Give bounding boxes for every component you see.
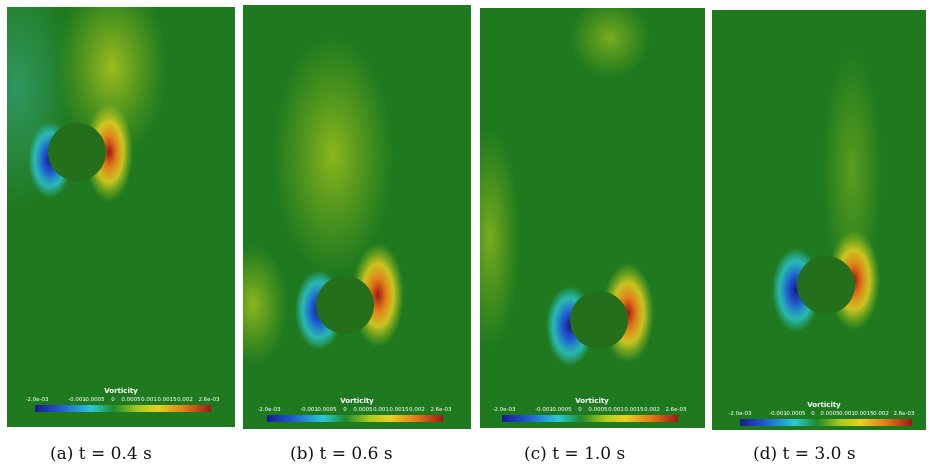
colorbar-tick: -0.0005 bbox=[550, 407, 572, 413]
colorbar-tick: 0.0015 bbox=[854, 411, 874, 417]
colorbar-title: Vorticity bbox=[104, 387, 138, 395]
cylinder bbox=[48, 123, 106, 181]
colorbar-tick: -0.0005 bbox=[315, 407, 337, 413]
colorbar-title: Vorticity bbox=[340, 397, 374, 405]
colorbar-tick: -2.0e-03 bbox=[492, 407, 516, 413]
colorbar-gradient bbox=[740, 419, 912, 426]
panel-d: Vorticity -2.0e-03 -0.001 -0.0005 0 0.00… bbox=[712, 10, 926, 430]
vorticity-plot-c: Vorticity -2.0e-03 -0.001 -0.0005 0 0.00… bbox=[480, 8, 705, 428]
caption-c: (c) t = 1.0 s bbox=[524, 444, 626, 464]
colorbar-title: Vorticity bbox=[575, 397, 609, 405]
field-yellow-region-top bbox=[570, 8, 650, 78]
colorbar-gradient bbox=[502, 415, 678, 422]
colorbar-tick: -2.0e-03 bbox=[25, 397, 49, 403]
panel-c: Vorticity -2.0e-03 -0.001 -0.0005 0 0.00… bbox=[480, 8, 705, 428]
colorbar-tick: 2.6e-03 bbox=[198, 397, 220, 403]
colorbar-tick: -0.0005 bbox=[83, 397, 105, 403]
caption-d: (d) t = 3.0 s bbox=[753, 444, 856, 464]
field-yellow-region bbox=[57, 7, 167, 157]
field-yellow-region-left bbox=[243, 245, 288, 365]
vorticity-plot-d: Vorticity -2.0e-03 -0.001 -0.0005 0 0.00… bbox=[712, 10, 926, 430]
colorbar-gradient bbox=[267, 415, 443, 422]
caption-a: (a) t = 0.4 s bbox=[50, 444, 152, 464]
colorbar-tick: 0.0015 bbox=[389, 407, 409, 413]
colorbar-tick: -0.001 bbox=[769, 411, 787, 417]
colorbar-tick: 0.001 bbox=[608, 407, 624, 413]
field-yellow-region bbox=[273, 35, 393, 275]
cylinder bbox=[797, 256, 855, 314]
field-yellow-streak bbox=[822, 50, 882, 290]
colorbar-tick: -0.001 bbox=[68, 397, 86, 403]
colorbar-tick: -0.001 bbox=[535, 407, 553, 413]
colorbar-tick: 0.001 bbox=[839, 411, 855, 417]
colorbar-tick: 0.002 bbox=[873, 411, 889, 417]
colorbar-title: Vorticity bbox=[807, 401, 841, 409]
cylinder bbox=[570, 291, 628, 349]
colorbar-tick: 0.002 bbox=[644, 407, 660, 413]
vorticity-plot-b: Vorticity -2.0e-03 -0.001 -0.0005 0 0.00… bbox=[243, 5, 471, 429]
colorbar-tick: 0.001 bbox=[141, 397, 157, 403]
colorbar-c: Vorticity -2.0e-03 -0.001 -0.0005 0 0.00… bbox=[492, 397, 687, 422]
field-yellow-region-left bbox=[480, 128, 520, 348]
colorbar-tick: 0.0005 bbox=[121, 397, 141, 403]
caption-b: (b) t = 0.6 s bbox=[290, 444, 393, 464]
colorbar-tick: 0 bbox=[111, 397, 115, 403]
cylinder bbox=[316, 276, 374, 334]
colorbar-tick: 0 bbox=[811, 411, 815, 417]
positive-vortex bbox=[85, 102, 133, 202]
colorbar-d: Vorticity -2.0e-03 -0.001 -0.0005 0 0.00… bbox=[728, 401, 915, 426]
colorbar-tick: 0.0015 bbox=[624, 407, 644, 413]
colorbar-tick: 0.002 bbox=[409, 407, 425, 413]
colorbar-tick: -2.0e-03 bbox=[728, 411, 752, 417]
colorbar-tick: 0.0015 bbox=[157, 397, 177, 403]
colorbar-tick: 0.001 bbox=[373, 407, 389, 413]
colorbar-tick: 2.6e-03 bbox=[430, 407, 452, 413]
colorbar-tick: 0 bbox=[578, 407, 582, 413]
colorbar-tick: -2.0e-03 bbox=[257, 407, 281, 413]
colorbar-tick: 0.002 bbox=[177, 397, 193, 403]
panel-b: Vorticity -2.0e-03 -0.001 -0.0005 0 0.00… bbox=[243, 5, 471, 429]
colorbar-gradient bbox=[35, 405, 211, 412]
panel-a: Vorticity -2.0e-03 -0.001 -0.0005 0 0.00… bbox=[7, 7, 235, 427]
colorbar-tick: 2.6e-03 bbox=[665, 407, 687, 413]
colorbar-tick: 0.0005 bbox=[353, 407, 373, 413]
vorticity-plot-a: Vorticity -2.0e-03 -0.001 -0.0005 0 0.00… bbox=[7, 7, 235, 427]
colorbar-tick: 0 bbox=[343, 407, 347, 413]
colorbar-tick: 2.6e-03 bbox=[893, 411, 915, 417]
field-background bbox=[712, 10, 926, 430]
colorbar-tick: -0.001 bbox=[300, 407, 318, 413]
colorbar-tick: 0.0005 bbox=[820, 411, 840, 417]
colorbar-b: Vorticity -2.0e-03 -0.001 -0.0005 0 0.00… bbox=[257, 397, 452, 422]
colorbar-tick: 0.0005 bbox=[588, 407, 608, 413]
colorbar-a: Vorticity -2.0e-03 -0.001 -0.0005 0 0.00… bbox=[25, 387, 220, 412]
colorbar-tick: -0.0005 bbox=[784, 411, 806, 417]
